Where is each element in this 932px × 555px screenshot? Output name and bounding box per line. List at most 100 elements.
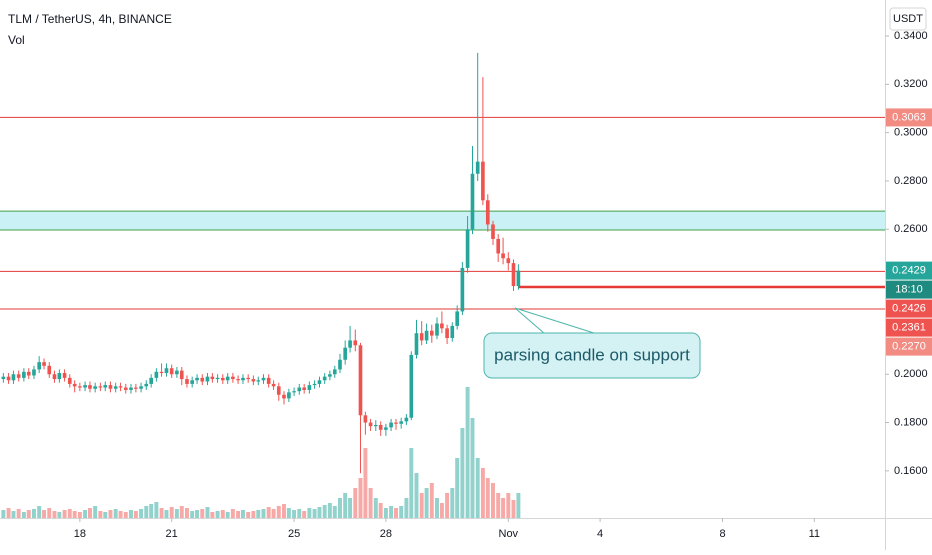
candle-body xyxy=(93,386,97,389)
callout-box[interactable] xyxy=(483,332,701,379)
volume-bar xyxy=(475,458,480,518)
volume-bar xyxy=(353,488,358,518)
x-tick-label: Nov xyxy=(499,528,519,540)
volume-bar xyxy=(83,510,88,518)
callout-pointer xyxy=(514,307,546,335)
volume-bar xyxy=(164,510,169,518)
volume-bar xyxy=(139,509,144,518)
volume-bar xyxy=(307,508,312,518)
candle-body xyxy=(118,386,123,388)
candle-body xyxy=(287,392,291,399)
y-tick-label: 0.3200 xyxy=(894,78,928,90)
price-label-box xyxy=(886,299,932,318)
candle-body xyxy=(297,387,302,392)
volume-bar xyxy=(16,509,21,518)
candle-body xyxy=(435,323,439,336)
candle-body xyxy=(343,347,348,360)
volume-bar xyxy=(338,498,342,518)
volume-bar xyxy=(297,509,302,518)
x-tick-label: 11 xyxy=(809,528,820,540)
candle-body xyxy=(389,422,393,428)
y-tick-label: 0.2800 xyxy=(894,175,928,187)
volume-bar xyxy=(327,503,332,518)
volume-bar xyxy=(11,511,16,518)
volume-bar xyxy=(460,428,465,518)
candle-body xyxy=(251,379,256,382)
candle-body xyxy=(256,380,261,382)
volume-bar xyxy=(368,488,373,518)
candle-body xyxy=(292,391,296,393)
candle-body xyxy=(220,377,225,381)
candle-body xyxy=(450,325,455,339)
volume-bar xyxy=(435,498,439,518)
volume-bar xyxy=(200,509,205,518)
volume-bar xyxy=(1,510,6,518)
volume-bar xyxy=(261,509,266,518)
volume-bar xyxy=(108,510,113,518)
volume-bar xyxy=(424,488,429,518)
candle-body xyxy=(57,373,62,380)
volume-bar xyxy=(394,508,398,518)
candle-body xyxy=(409,354,414,418)
candle-body xyxy=(225,376,230,381)
candle-body xyxy=(328,374,332,377)
candle-body xyxy=(455,311,460,326)
price-label: 0.2361 xyxy=(892,322,926,334)
candle-body xyxy=(312,383,317,386)
candle-body xyxy=(215,377,220,380)
volume-bar xyxy=(26,510,31,518)
callout-pointer xyxy=(514,307,598,335)
volume-bar xyxy=(373,498,378,518)
volume-bar xyxy=(57,512,62,518)
volume-bar xyxy=(159,508,164,518)
volume-bar xyxy=(282,504,286,518)
candle-body xyxy=(399,421,404,424)
currency: USDT xyxy=(893,13,923,25)
candle-body xyxy=(419,333,424,341)
volume-bar xyxy=(133,511,138,518)
candle-body xyxy=(322,376,327,381)
candle-body xyxy=(236,379,240,381)
candle-body xyxy=(481,161,485,201)
price-label: 0.3063 xyxy=(892,111,926,123)
volume-bar xyxy=(246,512,251,518)
volume-bar xyxy=(42,510,47,518)
volume-bar xyxy=(174,509,179,518)
candle-body xyxy=(195,377,199,381)
candle-body xyxy=(123,387,128,390)
candle-body xyxy=(113,386,118,389)
volume-bar xyxy=(271,509,276,518)
candle-body xyxy=(394,422,398,424)
candle-body xyxy=(261,377,266,381)
candle-body xyxy=(210,376,215,380)
candle-body xyxy=(445,328,449,339)
x-tick-label: 8 xyxy=(719,528,725,540)
candle-body xyxy=(475,161,480,174)
volume-bar xyxy=(169,507,174,518)
volume-bar xyxy=(230,509,235,518)
volume-bar xyxy=(358,478,363,518)
y-tick-label: 0.1800 xyxy=(894,416,928,428)
y-tick-label: 0.2000 xyxy=(894,368,928,380)
volume-bar xyxy=(286,508,291,518)
volume-bar xyxy=(103,512,108,518)
candle-body xyxy=(465,229,470,268)
candle-body xyxy=(103,385,108,388)
candle-body xyxy=(501,253,505,259)
candle-body xyxy=(190,380,194,384)
volume-bar xyxy=(62,510,67,518)
volume-bar xyxy=(256,510,261,518)
volume-bar xyxy=(429,483,434,518)
candle-body xyxy=(241,377,245,381)
volume-bar xyxy=(220,510,225,518)
candle-body xyxy=(98,386,103,388)
price-label-box xyxy=(886,337,932,356)
volume-bar xyxy=(93,506,98,518)
volume-bar xyxy=(389,506,394,518)
volume-bar xyxy=(118,511,123,518)
candle-body xyxy=(134,387,138,389)
candle-body xyxy=(302,387,307,390)
currency-box[interactable] xyxy=(889,7,927,31)
volume-bar xyxy=(419,493,424,518)
candle-body xyxy=(175,370,179,375)
